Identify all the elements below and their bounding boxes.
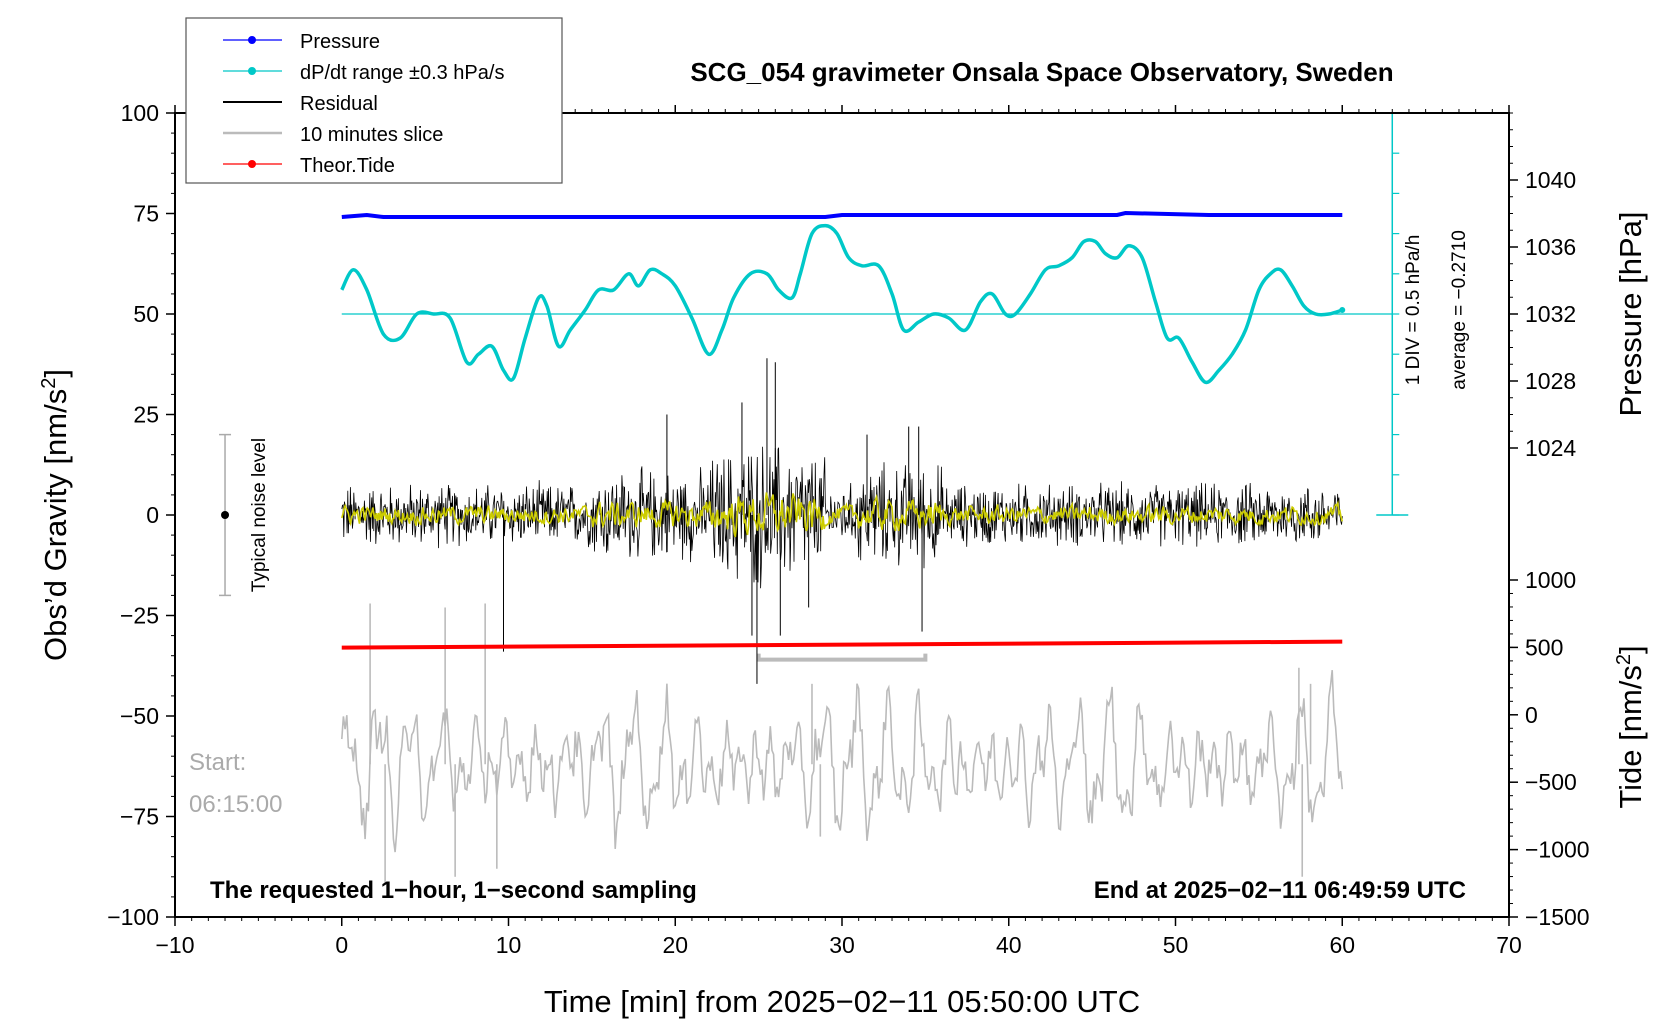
- x-tick-label: −10: [155, 932, 194, 958]
- x-tick-label: 60: [1329, 932, 1355, 958]
- legend-entry-pressure: Pressure: [223, 31, 380, 53]
- y-tick-label: −75: [120, 804, 159, 830]
- average-label: average = −0.2710: [1449, 230, 1470, 390]
- start-label: Start:: [189, 749, 246, 776]
- legend-entry-slice: 10 minutes slice: [223, 124, 443, 146]
- x-tick-label: 70: [1496, 932, 1522, 958]
- legend-label-slice: 10 minutes slice: [300, 124, 443, 146]
- residual-line: [341, 446, 1343, 589]
- legend-entry-dpdt: dP/dt range ±0.3 hPa/s: [223, 62, 504, 84]
- pressure-tick-label: 1028: [1525, 368, 1576, 394]
- slice-range-marker: [756, 653, 928, 662]
- tide-tick-label: −1500: [1525, 904, 1590, 930]
- x-tick-label: 30: [829, 932, 855, 958]
- legend-label-tide: Theor.Tide: [300, 155, 395, 177]
- div-label: 1 DIV = 0.5 hPa/h: [1403, 235, 1424, 386]
- noise-bar-center: [221, 511, 230, 519]
- tide-tick-label: −1000: [1525, 837, 1590, 863]
- y-tick-label: 50: [133, 301, 159, 327]
- tide-tick-label: 1000: [1525, 567, 1576, 593]
- x-tick-label: 10: [496, 932, 522, 958]
- bottom-left-note: The requested 1−hour, 1−second sampling: [210, 877, 697, 904]
- dpdt-series: [340, 112, 1409, 516]
- x-tick-label: 20: [662, 932, 688, 958]
- tide-tick-label: 500: [1525, 634, 1563, 660]
- y-tick-label: 0: [146, 502, 159, 528]
- pressure-line: [341, 210, 1343, 219]
- y-tick-label: 25: [133, 402, 159, 428]
- chart-decorations: [219, 433, 232, 597]
- x-tick-label: 50: [1163, 932, 1189, 958]
- legend-label-dpdt: dP/dt range ±0.3 hPa/s: [300, 62, 504, 84]
- y-tick-label: −100: [107, 904, 159, 930]
- y-tick-label: 100: [121, 100, 159, 126]
- x-axis-title: Time [min] from 2025−02−11 05:50:00 UTC: [544, 984, 1140, 1019]
- y-tick-label: 75: [133, 201, 159, 227]
- tide-series: [341, 639, 1343, 650]
- pressure-tick-label: 1040: [1525, 167, 1576, 193]
- tide-tick-label: −500: [1525, 769, 1577, 795]
- pressure-series: [341, 210, 1343, 219]
- slice-series: [341, 603, 1344, 885]
- y-tick-label: −25: [120, 603, 159, 629]
- pressure-tick-label: 1024: [1525, 435, 1576, 461]
- y-axis-title: Obs’d Gravity [nm/s2]: [38, 369, 73, 661]
- dpdt-line: [340, 223, 1343, 385]
- bottom-right-note: End at 2025−02−11 06:49:59 UTC: [1094, 877, 1466, 904]
- pressure-tick-label: 1036: [1525, 234, 1576, 260]
- legend-marker-tide: [248, 160, 256, 168]
- x-tick-label: 0: [335, 932, 348, 958]
- x-tick-label: 40: [996, 932, 1022, 958]
- tide-tick-label: 0: [1525, 702, 1538, 728]
- y-tick-label: −50: [120, 703, 159, 729]
- filtered-residual-series: [341, 492, 1344, 538]
- noise-label: Typical noise level: [249, 438, 270, 592]
- legend-marker-pressure: [248, 36, 256, 44]
- filtered-residual-line: [341, 492, 1344, 538]
- slice-line: [341, 670, 1344, 853]
- start-time: 06:15:00: [189, 791, 282, 818]
- legend-label-residual: Residual: [300, 93, 378, 115]
- residual-series: [341, 358, 1343, 684]
- legend: Pressure dP/dt range ±0.3 hPa/s Residual…: [185, 17, 563, 184]
- dpdt-end-marker: [1339, 306, 1346, 313]
- legend-label-pressure: Pressure: [300, 31, 380, 53]
- axis-ticks: −10 0 10 20 30 40 50 60 701007550250−25−50−75−10…: [107, 100, 1589, 958]
- chart-title: SCG_054 gravimeter Onsala Space Observat…: [690, 57, 1393, 87]
- tide-line: [341, 639, 1343, 650]
- legend-box: [185, 17, 563, 184]
- legend-entry-residual: Residual: [223, 93, 378, 115]
- tide-axis-title: Tide [nm/s2]: [1613, 645, 1648, 808]
- pressure-tick-label: 1032: [1525, 301, 1576, 327]
- legend-entry-tide: Theor.Tide: [223, 155, 395, 177]
- legend-marker-dpdt: [248, 67, 256, 75]
- pressure-axis-title: Pressure [hPa]: [1613, 211, 1648, 416]
